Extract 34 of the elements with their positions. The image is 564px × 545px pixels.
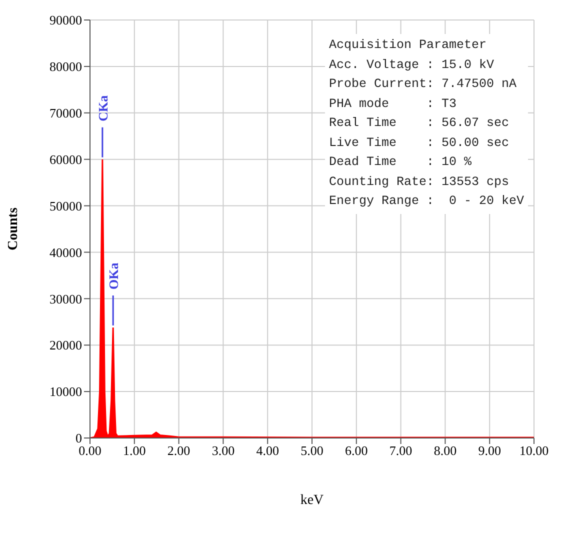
x-axis-title: keV: [300, 493, 324, 508]
annotation: Live Time : 50.00 sec: [328, 134, 510, 152]
annotation: Counting Rate: 13553 cps: [328, 174, 510, 190]
x-tick-label: 8.00: [434, 443, 457, 458]
annotation: PHA mode : T3: [328, 96, 458, 112]
x-tick-label: 4.00: [256, 443, 279, 458]
x-tick-label: 10.00: [519, 443, 549, 458]
x-tick-label: 9.00: [478, 443, 501, 458]
y-tick-label: 0: [76, 430, 82, 446]
annotation: CKa: [95, 94, 110, 122]
y-tick-label: 80000: [50, 59, 82, 74]
x-tick-label: 0.00: [78, 443, 102, 458]
y-axis-title: Counts: [6, 207, 21, 250]
x-tick-label: 6.00: [345, 443, 368, 458]
annotation: Acquisition Parameter: [328, 37, 488, 54]
y-tick-label: 90000: [50, 12, 82, 28]
y-tick-label: 10000: [50, 384, 82, 400]
y-tick-label: 20000: [50, 338, 82, 353]
y-tick-label: 30000: [50, 291, 82, 306]
x-tick-label: 7.00: [389, 443, 412, 458]
annotation: OKa: [106, 262, 122, 290]
annotation: Real Time : 56.07 sec: [328, 115, 510, 132]
y-tick-label: 50000: [50, 198, 82, 214]
y-tick-label: 40000: [50, 244, 82, 260]
x-tick-label: 3.00: [212, 443, 235, 458]
y-tick-label: 70000: [50, 106, 82, 121]
annotation: Probe Current: 7.47500 nA: [328, 76, 518, 93]
annotation: Dead Time : 10 %: [328, 154, 472, 171]
y-tick-label: 60000: [50, 152, 82, 167]
x-tick-label: 1.00: [123, 443, 146, 458]
x-tick-label: 5.00: [300, 443, 324, 458]
annotation: Acc. Voltage : 15.0 kV: [328, 56, 495, 74]
annotation: Energy Range : 0 - 20 keV: [328, 193, 524, 210]
x-tick-label: 2.00: [167, 443, 190, 458]
